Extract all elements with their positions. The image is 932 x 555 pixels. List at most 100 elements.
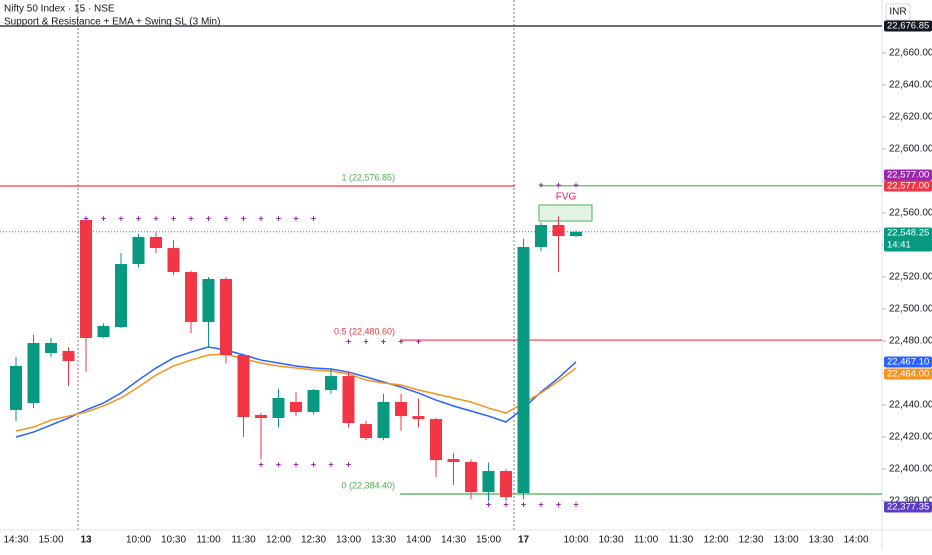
x-tick-label: 14:00 (406, 535, 431, 546)
swing-marker: + (556, 180, 561, 190)
swing-marker: + (293, 213, 298, 223)
candle-body (465, 461, 477, 493)
x-tick-label: 13:30 (808, 535, 833, 546)
price-tag (884, 169, 932, 181)
candle-body (517, 246, 530, 494)
x-tick-label: 14:00 (843, 535, 868, 546)
price-tag (884, 501, 932, 513)
candle-body (272, 397, 285, 418)
candle-body (377, 401, 390, 438)
candle-body (10, 365, 22, 410)
currency-box (885, 3, 911, 21)
swing-marker: + (346, 336, 351, 346)
x-tick-label: 10:30 (598, 535, 623, 546)
price-tag-label: 22,377.35 (887, 502, 929, 513)
swing-marker: + (363, 336, 368, 346)
level-label: 0 (22,384.40) (341, 480, 395, 490)
x-tick-label: 13:00 (336, 535, 361, 546)
swing-marker: + (83, 213, 88, 223)
x-tick-label: 11:00 (634, 535, 659, 546)
y-tick-label: 22,480.00 (889, 336, 932, 347)
swing-marker: + (206, 213, 211, 223)
price-tag-label: 22,467.10 (887, 357, 929, 368)
x-tick-label: 10:30 (161, 535, 186, 546)
swing-marker: + (381, 336, 386, 346)
swing-marker: + (101, 213, 106, 223)
price-tag (884, 356, 932, 368)
candle-body (430, 419, 442, 461)
x-tick-label: 14:30 (3, 535, 28, 546)
candle-body (185, 272, 197, 322)
candle-body (80, 220, 92, 338)
x-tick-label: 12:30 (301, 535, 326, 546)
swing-marker: + (328, 459, 333, 469)
swing-marker: + (521, 499, 526, 509)
price-tag-label: 22,676.85 (887, 21, 929, 32)
swing-marker: + (118, 213, 123, 223)
x-tick-label: 10:00 (563, 535, 588, 546)
candle-body (342, 376, 355, 424)
x-tick-label: 13:00 (773, 535, 798, 546)
y-tick-label: 22,560.00 (889, 208, 932, 219)
level-label: 1 (22,576.85) (341, 172, 395, 182)
y-tick-label: 22,640.00 (889, 80, 932, 91)
candle-body (45, 343, 57, 354)
swing-marker: + (171, 213, 176, 223)
chart-title: Nifty 50 Index · 15 · NSE (4, 4, 115, 15)
candle-body (132, 236, 145, 265)
candle-body (150, 236, 162, 249)
swing-marker: + (398, 336, 403, 346)
swing-marker: + (503, 499, 508, 509)
y-tick-label: 22,420.00 (889, 432, 932, 443)
x-tick-label: 15:00 (38, 535, 63, 546)
x-tick-label: 17 (518, 535, 530, 546)
y-tick-label: 22,500.00 (889, 304, 932, 315)
y-tick-label: 22,520.00 (889, 272, 932, 283)
swing-marker: + (538, 180, 543, 190)
y-tick-label: 22,600.00 (889, 144, 932, 155)
y-tick-label: 22,620.00 (889, 112, 932, 123)
swing-marker: + (311, 213, 316, 223)
candle-body (395, 401, 407, 417)
x-tick-label: 11:00 (196, 535, 221, 546)
price-tag-label: 22,577.00 (887, 170, 929, 181)
swing-marker: + (258, 213, 263, 223)
x-tick-label: 13 (80, 535, 92, 546)
swing-marker: + (311, 459, 316, 469)
swing-marker: + (538, 499, 543, 509)
price-tag-label: 22,577.00 (887, 181, 929, 192)
ema-line (15, 346, 577, 438)
candle-body (552, 224, 565, 237)
swing-marker: + (153, 213, 158, 223)
price-tag-label: 22,548.25 (887, 228, 929, 239)
candle-body (167, 248, 180, 273)
chart-subtitle: Support & Resistance + EMA + Swing SL (3… (4, 17, 220, 28)
price-tag-label: 22,464.00 (887, 369, 929, 380)
candle-body (482, 471, 495, 493)
candle-body (325, 376, 337, 390)
y-tick-label: 22,660.00 (889, 48, 932, 59)
currency: INR (889, 7, 906, 18)
x-tick-label: 14:30 (441, 535, 466, 546)
swing-marker: + (223, 213, 228, 223)
x-tick-label: 12:00 (703, 535, 728, 546)
plot: 1 (22,576.85) 0.5 (22,480.60) 0 (22,384.40… (0, 25, 882, 509)
swing-marker: + (188, 213, 193, 223)
swing-marker: + (556, 499, 561, 509)
candle-body (290, 401, 302, 413)
x-tick-label: 12:00 (266, 535, 291, 546)
y-tick-label: 22,440.00 (889, 400, 932, 411)
swing-marker: + (573, 180, 578, 190)
candle-body (202, 279, 215, 322)
candle-body (307, 389, 320, 413)
candle-body (570, 231, 582, 237)
x-tick-label: 12:30 (738, 535, 763, 546)
price-tag (884, 20, 932, 32)
candle-body (62, 351, 75, 362)
price-tag (884, 180, 932, 192)
swing-marker: + (573, 499, 578, 509)
x-tick-label: 15:00 (476, 535, 501, 546)
x-tick-label: 11:30 (669, 535, 694, 546)
